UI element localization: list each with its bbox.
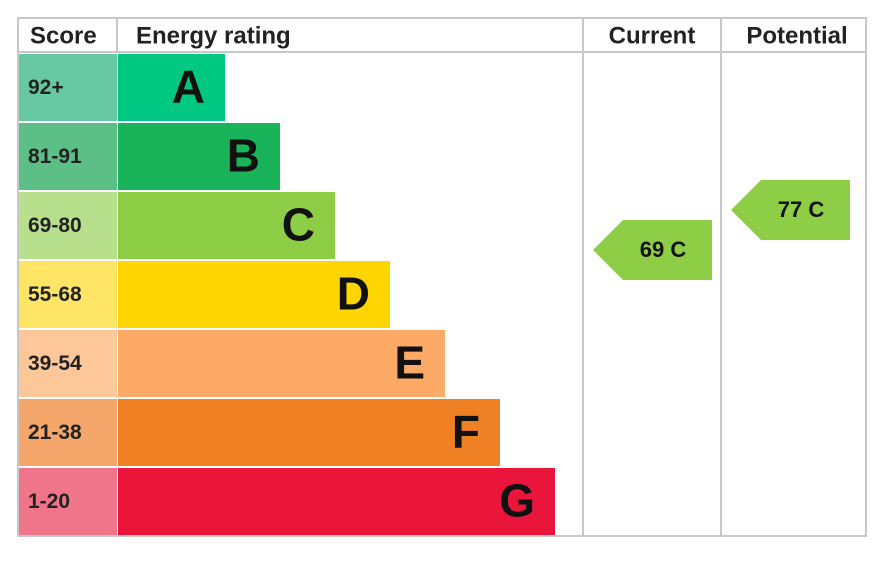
score-range: 39-54 <box>28 352 82 375</box>
score-range: 81-91 <box>28 145 82 168</box>
score-range: 69-80 <box>28 214 82 237</box>
band-bar <box>118 192 335 259</box>
band-bar <box>118 399 500 466</box>
score-cell <box>19 468 117 535</box>
band-bar <box>118 468 555 535</box>
score-range: 92+ <box>28 76 64 99</box>
band-letter: D <box>337 268 370 320</box>
score-range: 1-20 <box>28 490 70 513</box>
band-letter: A <box>172 61 205 113</box>
header-score: Score <box>30 22 97 49</box>
band-letter: B <box>227 130 260 182</box>
band-bar <box>118 54 225 121</box>
band-letter: C <box>282 199 315 251</box>
header-potential: Potential <box>746 22 847 49</box>
band-bar <box>118 261 390 328</box>
score-cell <box>19 123 117 190</box>
potential-label: 77 C <box>778 197 825 222</box>
current-arrow <box>593 220 712 280</box>
score-cell <box>19 54 117 121</box>
score-range: 21-38 <box>28 421 82 444</box>
band-bar <box>118 330 445 397</box>
bands: 92+ A 81-91 B 69-80 C 55-68 D 39-54 E 21-38 F 1-20 G <box>19 54 555 535</box>
header-current: Current <box>609 22 696 49</box>
band-letter: F <box>452 406 480 458</box>
score-cell <box>19 261 117 328</box>
header-rating: Energy rating <box>136 22 291 49</box>
score-cell <box>19 330 117 397</box>
score-range: 55-68 <box>28 283 82 306</box>
potential-arrow <box>731 180 850 240</box>
band-letter: E <box>394 337 425 389</box>
band-letter: G <box>499 475 535 527</box>
score-cell <box>19 399 117 466</box>
score-cell <box>19 192 117 259</box>
band-bar <box>118 123 280 190</box>
current-label: 69 C <box>640 237 687 262</box>
